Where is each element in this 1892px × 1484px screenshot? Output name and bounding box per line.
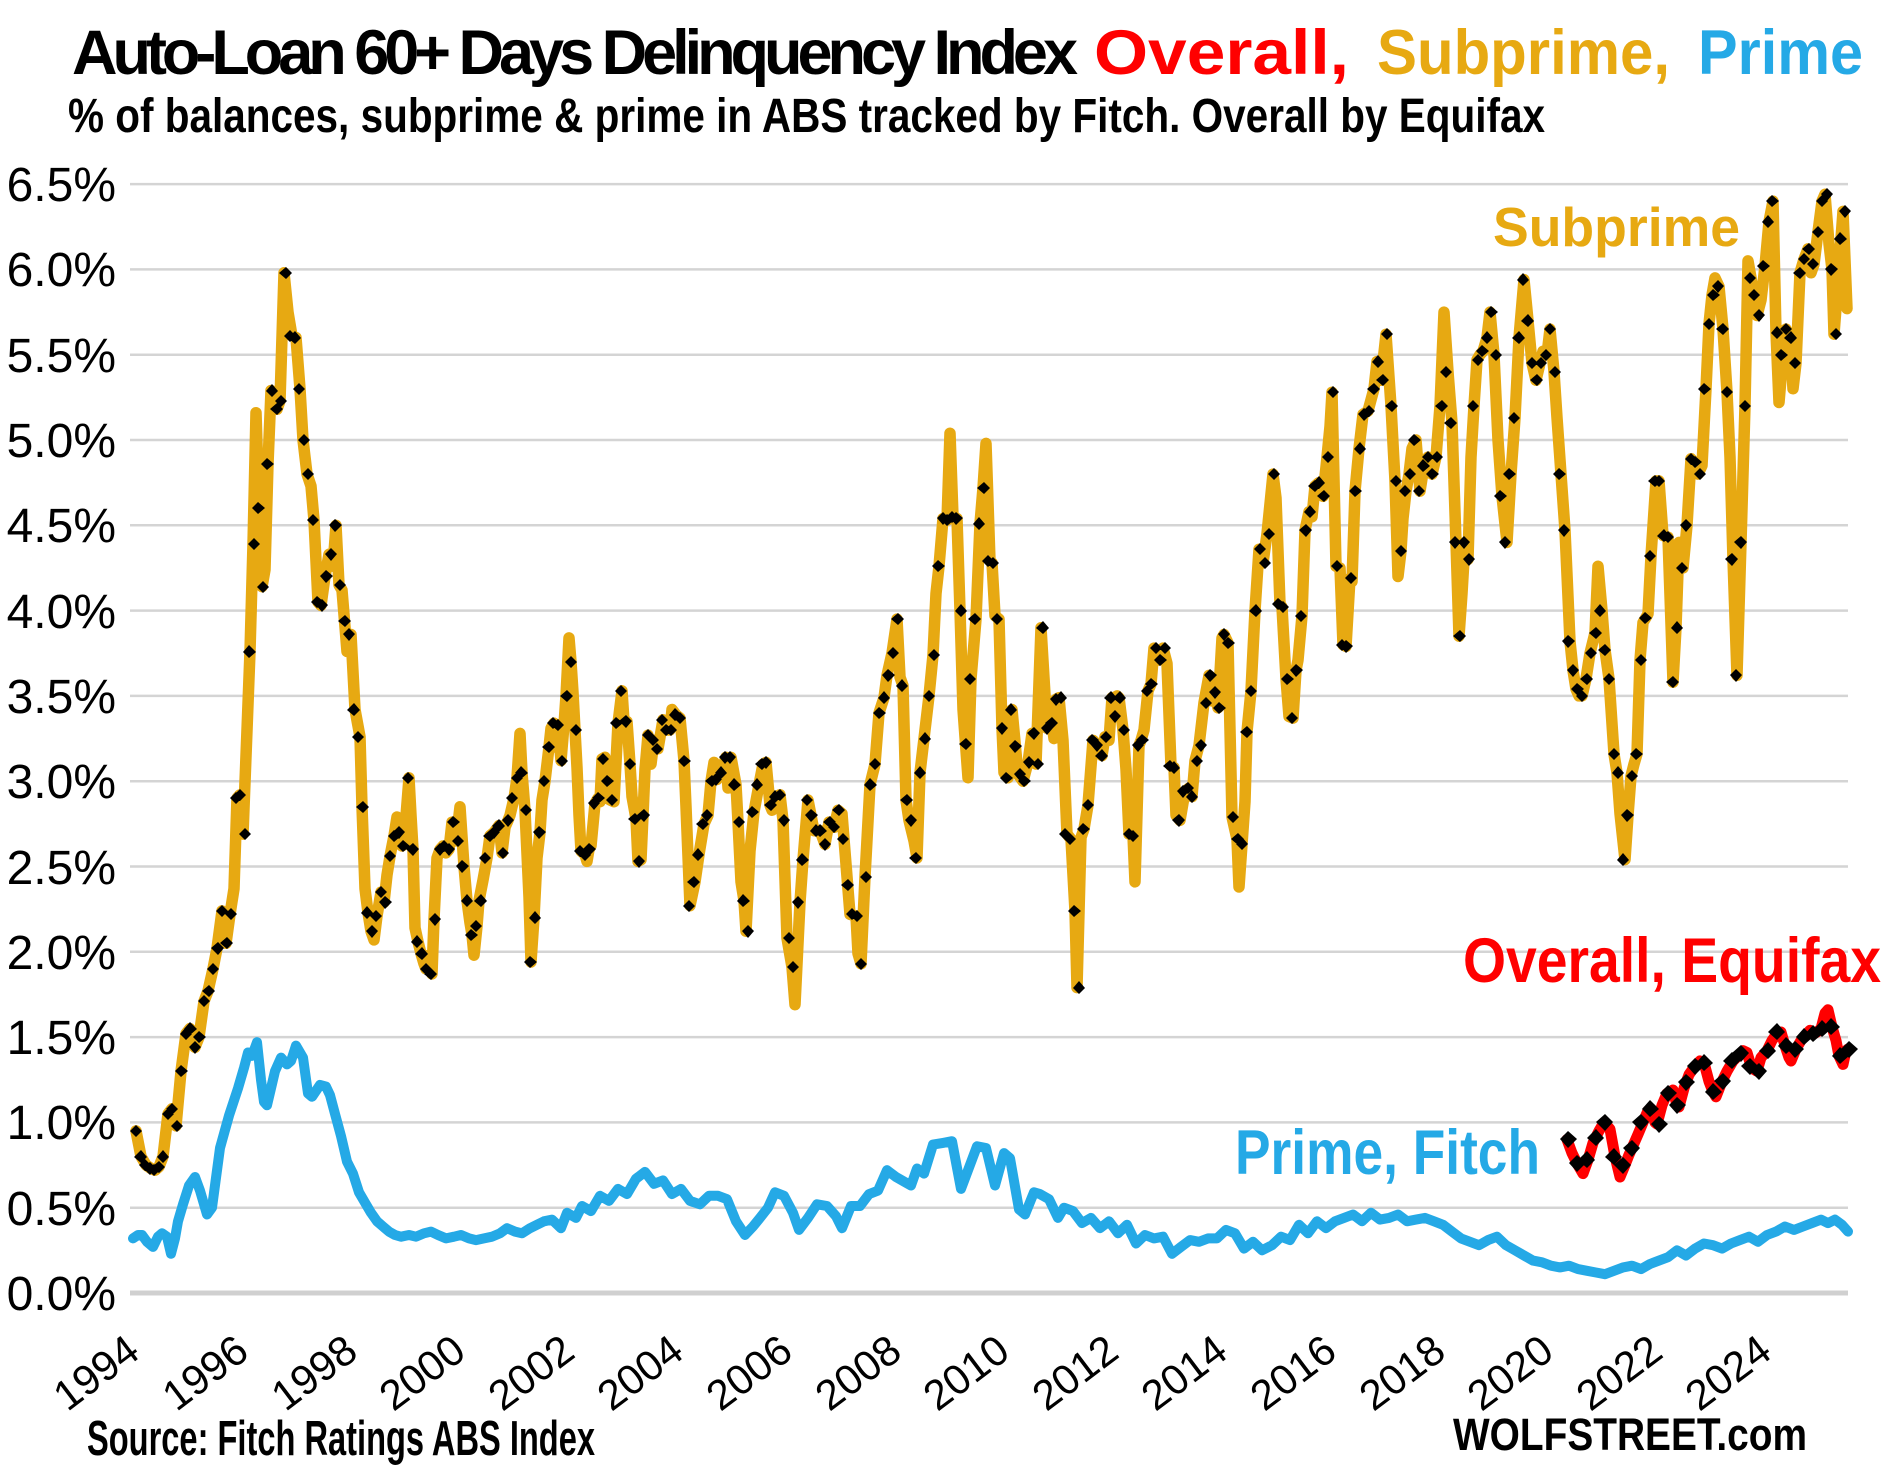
svg-text:% of balances, subprime & prim: % of balances, subprime & prime in ABS t…: [68, 90, 1545, 143]
svg-text:1.0%: 1.0%: [7, 1097, 116, 1150]
svg-text:Overall, Equifax: Overall, Equifax: [1463, 926, 1881, 996]
svg-text:2.0%: 2.0%: [7, 927, 116, 980]
svg-text:Auto-Loan 60+ Days Delinquency: Auto-Loan 60+ Days Delinquency Index: [72, 18, 1078, 88]
svg-text:4.5%: 4.5%: [7, 500, 116, 553]
svg-text:Subprime: Subprime: [1493, 196, 1740, 258]
svg-text:WOLFSTREET.com: WOLFSTREET.com: [1453, 1409, 1807, 1460]
svg-text:5.5%: 5.5%: [7, 330, 116, 383]
svg-text:Overall,: Overall,: [1094, 18, 1349, 88]
svg-text:6.0%: 6.0%: [7, 244, 116, 297]
svg-text:Subprime,: Subprime,: [1377, 18, 1670, 88]
svg-text:2.5%: 2.5%: [7, 842, 116, 895]
svg-text:4.0%: 4.0%: [7, 586, 116, 639]
svg-text:3.0%: 3.0%: [7, 756, 116, 809]
svg-text:6.5%: 6.5%: [7, 159, 116, 212]
svg-text:Source: Fitch Ratings ABS Inde: Source: Fitch Ratings ABS Index: [87, 1412, 595, 1466]
svg-text:Prime, Fitch: Prime, Fitch: [1235, 1118, 1540, 1188]
svg-text:3.5%: 3.5%: [7, 671, 116, 724]
svg-text:5.0%: 5.0%: [7, 415, 116, 468]
svg-text:0.5%: 0.5%: [7, 1183, 116, 1236]
svg-text:1.5%: 1.5%: [7, 1012, 116, 1065]
svg-text:0.0%: 0.0%: [7, 1268, 116, 1321]
svg-text:Prime: Prime: [1698, 18, 1863, 88]
